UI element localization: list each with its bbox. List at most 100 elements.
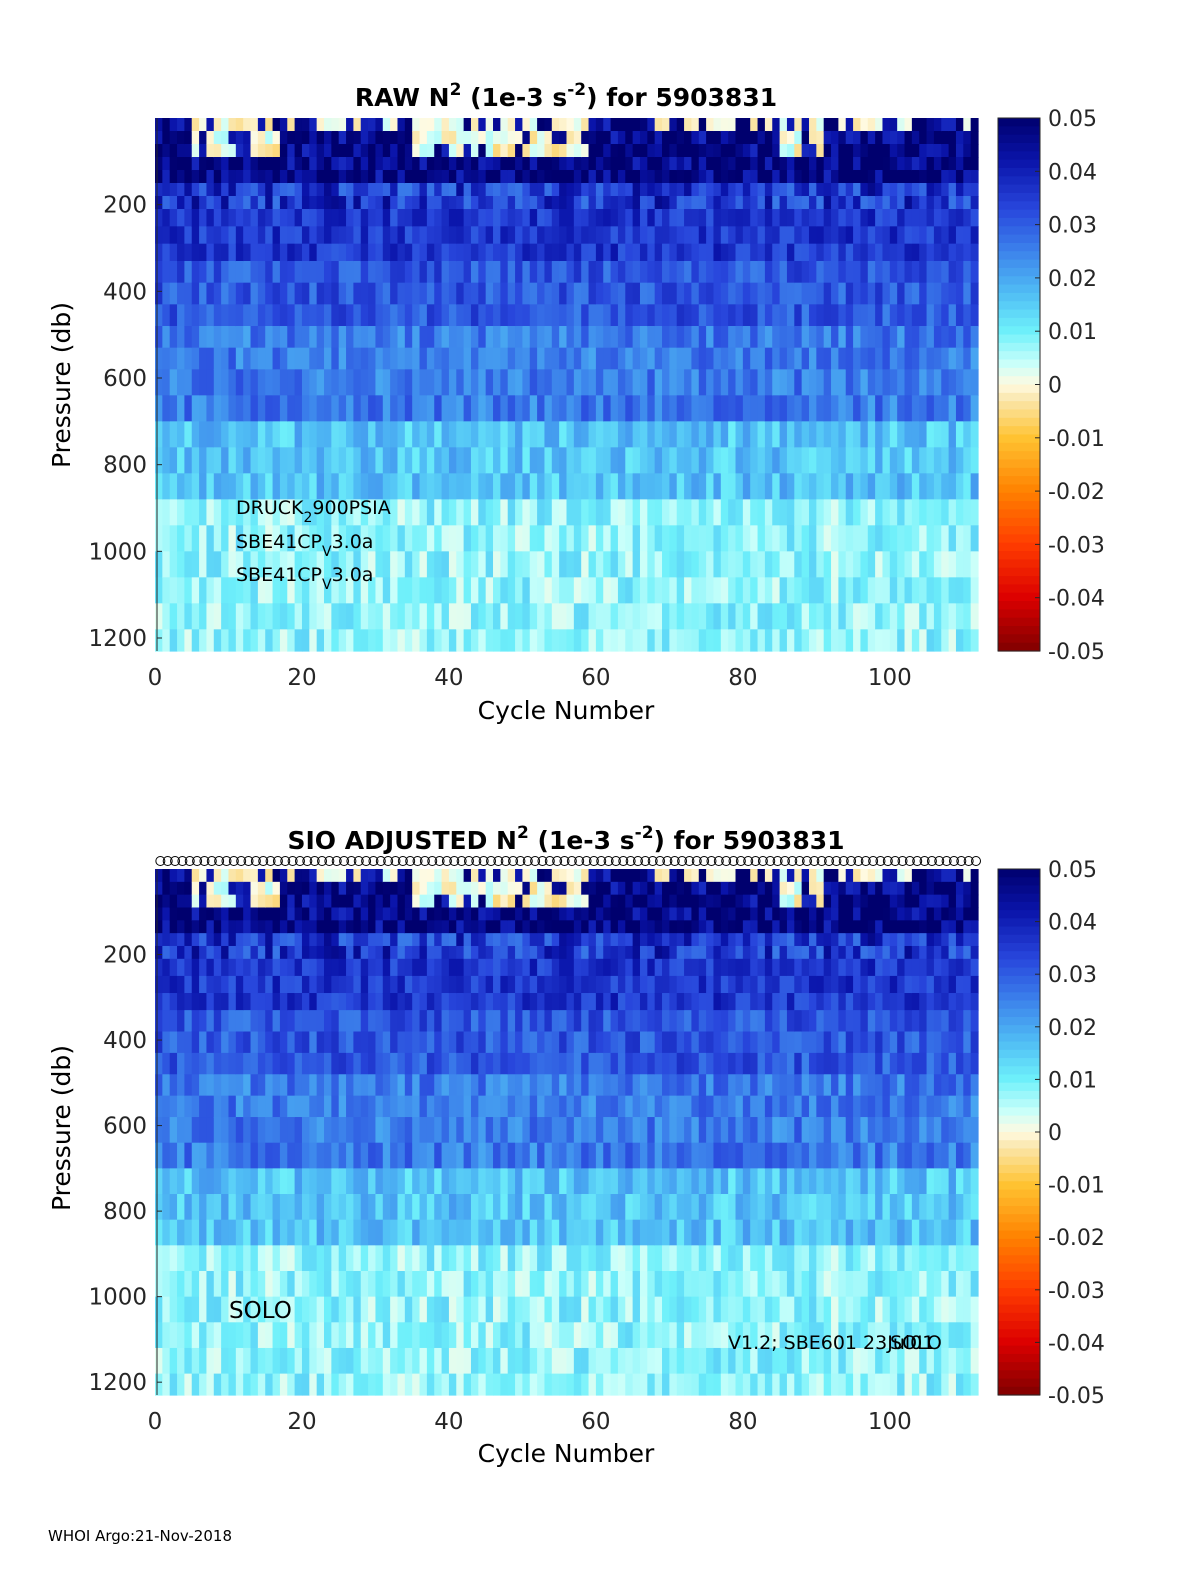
heatmap-cell — [750, 473, 759, 500]
heatmap-cell — [926, 144, 935, 158]
heatmap-cell — [617, 1168, 626, 1195]
heatmap-cell — [382, 1095, 391, 1118]
heatmap-cell — [360, 1194, 369, 1221]
heatmap-cell — [669, 183, 678, 197]
heatmap-cell — [522, 525, 531, 552]
heatmap-cell — [375, 473, 384, 500]
heatmap-cell — [617, 395, 626, 422]
heatmap-cell — [390, 881, 399, 896]
heatmap-cell — [801, 118, 810, 132]
colorbar-segment — [998, 526, 1040, 536]
heatmap-cell — [206, 1347, 215, 1375]
heatmap-cell — [573, 282, 582, 305]
heatmap-cell — [757, 118, 766, 132]
heatmap-cell — [706, 907, 715, 921]
heatmap-cell — [478, 920, 487, 934]
heatmap-cell — [706, 894, 715, 909]
heatmap-cell — [419, 131, 428, 145]
heatmap-cell — [360, 144, 369, 158]
heatmap-cell — [581, 1117, 590, 1144]
heatmap-cell — [419, 881, 428, 896]
heatmap-cell — [478, 1322, 487, 1349]
heatmap-cell — [316, 1270, 325, 1298]
heatmap-cell — [684, 157, 693, 171]
heatmap-cell — [382, 894, 391, 909]
heatmap-cell — [662, 1296, 670, 1323]
heatmap-cell — [625, 1168, 634, 1195]
heatmap-cell — [265, 347, 274, 370]
heatmap-cell — [669, 577, 678, 604]
heatmap-cell — [816, 131, 825, 145]
heatmap-cell — [397, 447, 406, 474]
heatmap-cell — [515, 421, 524, 448]
colorbar-segment — [998, 226, 1040, 236]
heatmap-cell — [265, 1142, 274, 1169]
heatmap-cell — [382, 1270, 391, 1298]
heatmap-cell — [853, 369, 862, 396]
heatmap-cell — [537, 577, 546, 604]
heatmap-cell — [412, 881, 421, 896]
heatmap-cell — [184, 447, 193, 474]
heatmap-cell — [478, 603, 487, 630]
heatmap-cell — [485, 920, 494, 934]
heatmap-cell — [933, 525, 942, 552]
heatmap-cell — [346, 473, 355, 500]
heatmap-cell — [500, 1270, 509, 1298]
heatmap-cell — [639, 1095, 648, 1118]
heatmap-cell — [375, 1117, 384, 1144]
heatmap-cell — [199, 157, 208, 171]
heatmap-cell — [897, 447, 906, 474]
heatmap-cell — [353, 118, 362, 132]
heatmap-cell — [551, 525, 560, 552]
heatmap-cell — [324, 261, 332, 284]
heatmap-cell — [162, 551, 171, 578]
heatmap-cell — [235, 1168, 244, 1195]
heatmap-cell — [713, 157, 722, 171]
heatmap-cell — [243, 1194, 252, 1221]
y-tick-label: 200 — [103, 193, 147, 219]
heatmap-cell — [287, 629, 296, 652]
heatmap-cell — [522, 1296, 531, 1323]
heatmap-cell — [617, 118, 626, 132]
heatmap-cell — [184, 144, 193, 158]
heatmap-cell — [698, 421, 707, 448]
heatmap-cell — [404, 261, 413, 284]
heatmap-cell — [353, 209, 362, 227]
heatmap-cell — [375, 1168, 384, 1195]
heatmap-cell — [581, 1245, 590, 1272]
heatmap-cell — [485, 881, 494, 896]
heatmap-cell — [970, 183, 979, 197]
heatmap-cell — [551, 196, 560, 210]
heatmap-cell — [853, 551, 862, 578]
heatmap-cell — [316, 473, 325, 500]
heatmap-cell — [573, 170, 582, 184]
heatmap-cell — [823, 551, 832, 578]
heatmap-cell — [397, 1117, 406, 1144]
heatmap-cell — [706, 196, 715, 210]
heatmap-cell — [669, 1245, 678, 1272]
heatmap-cell — [257, 395, 266, 422]
heatmap-cell — [456, 131, 465, 145]
heatmap-cell — [397, 1031, 406, 1054]
heatmap-cell — [639, 243, 648, 262]
heatmap-cell — [404, 907, 413, 921]
heatmap-cell — [191, 1031, 200, 1054]
heatmap-cell — [581, 1031, 590, 1054]
heatmap-cell — [221, 421, 230, 448]
heatmap-cell — [221, 958, 230, 977]
heatmap-cell — [698, 525, 707, 552]
heatmap-cell — [213, 304, 222, 327]
heatmap-cell — [434, 525, 443, 552]
heatmap-cell — [206, 118, 215, 132]
heatmap-cell — [764, 326, 773, 349]
heatmap-cell — [441, 196, 450, 210]
heatmap-cell — [544, 447, 553, 474]
heatmap-cell — [441, 304, 450, 327]
heatmap-cell — [221, 304, 230, 327]
heatmap-cell — [867, 577, 876, 604]
heatmap-cell — [691, 261, 700, 284]
heatmap-cell — [434, 196, 443, 210]
heatmap-cell — [963, 473, 972, 500]
heatmap-cell — [772, 347, 781, 370]
heatmap-cell — [309, 1010, 318, 1033]
